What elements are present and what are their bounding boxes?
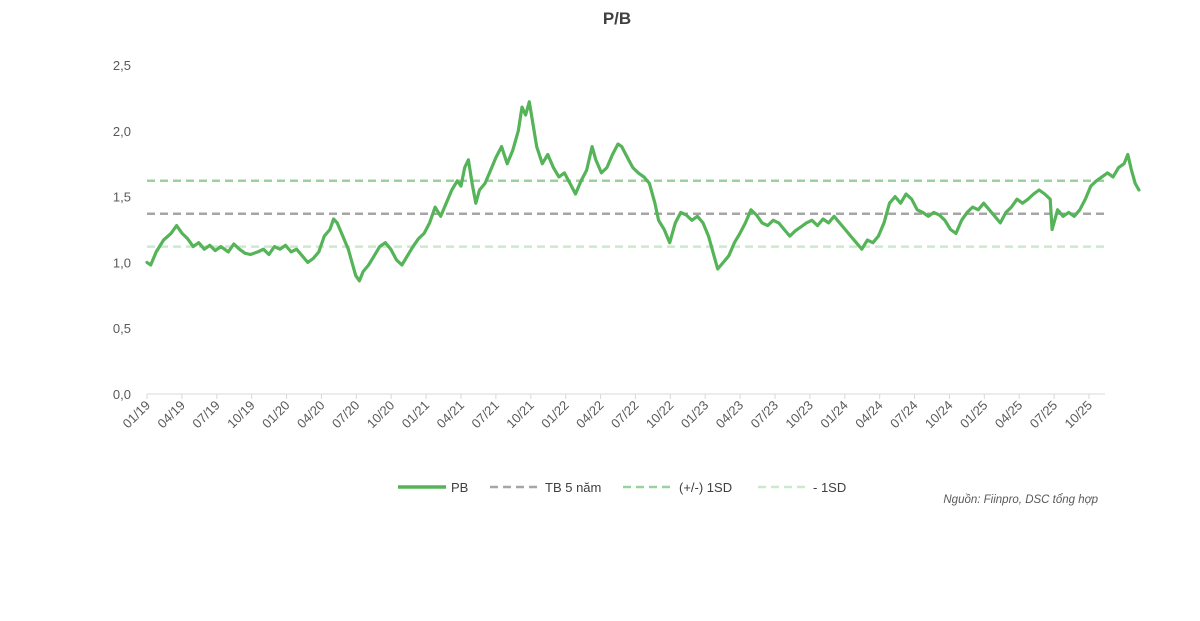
- legend-item-minus-sd[interactable]: - 1SD: [758, 480, 846, 495]
- x-tick-label: 07/20: [329, 398, 363, 432]
- x-tick-label: 01/23: [678, 398, 712, 432]
- x-tick-label: 01/25: [957, 398, 991, 432]
- x-tick-label: 10/25: [1062, 398, 1096, 432]
- x-tick-label: 04/21: [434, 398, 468, 432]
- chart-title: P/B: [603, 9, 631, 28]
- x-tick-label: 07/24: [887, 398, 921, 432]
- x-tick-label: 10/21: [503, 398, 537, 432]
- x-tick-label: 10/22: [643, 398, 677, 432]
- y-axis: 0,0 0,5 1,0 1,5 2,0 2,5: [113, 58, 131, 402]
- y-tick-label: 0,0: [113, 387, 131, 402]
- x-tick-label: 01/22: [538, 398, 572, 432]
- x-tick-label: 04/20: [294, 398, 328, 432]
- reference-lines: [147, 179, 1105, 248]
- legend: PB TB 5 năm (+/-) 1SD - 1SD: [398, 480, 846, 495]
- x-tick-label: 10/20: [364, 398, 398, 432]
- legend-label-minus-sd: - 1SD: [813, 480, 846, 495]
- x-tick-label: 01/20: [259, 398, 293, 432]
- x-tick-label: 07/25: [1027, 398, 1061, 432]
- y-tick-label: 2,0: [113, 124, 131, 139]
- y-tick-label: 1,0: [113, 255, 131, 270]
- x-tick-label: 01/24: [817, 398, 851, 432]
- x-tick-label: 04/23: [713, 398, 747, 432]
- x-tick-label: 01/19: [120, 398, 154, 432]
- source-note: Nguồn: Fiinpro, DSC tổng hợp: [943, 494, 1098, 506]
- legend-item-mean[interactable]: TB 5 năm: [490, 480, 601, 495]
- legend-label-plus-sd: (+/-) 1SD: [679, 480, 732, 495]
- x-tick-label: 01/21: [399, 398, 433, 432]
- legend-item-plus-sd[interactable]: (+/-) 1SD: [623, 480, 732, 495]
- x-tick-label: 10/19: [224, 398, 258, 432]
- legend-item-pb[interactable]: PB: [398, 480, 468, 495]
- x-tick-label: 04/24: [852, 398, 886, 432]
- y-tick-label: 2,5: [113, 58, 131, 73]
- x-tick-label: 07/19: [189, 398, 223, 432]
- x-tick-label: 07/23: [748, 398, 782, 432]
- legend-label-pb: PB: [451, 480, 468, 495]
- pb-series-line: [145, 100, 1141, 283]
- x-tick-label: 10/23: [782, 398, 816, 432]
- x-tick-label: 04/22: [573, 398, 607, 432]
- x-tick-label: 04/19: [154, 398, 188, 432]
- x-tick-label: 04/25: [992, 398, 1026, 432]
- y-tick-label: 1,5: [113, 190, 131, 205]
- x-tick-label: 07/21: [468, 398, 502, 432]
- x-tick-label: 10/24: [922, 398, 956, 432]
- legend-label-mean: TB 5 năm: [545, 480, 601, 495]
- x-tick-label: 07/22: [608, 398, 642, 432]
- y-tick-label: 0,5: [113, 321, 131, 336]
- x-axis: 01/19 04/19 07/19 10/19 01/20 04/20 07/20 10/20…: [120, 394, 1096, 432]
